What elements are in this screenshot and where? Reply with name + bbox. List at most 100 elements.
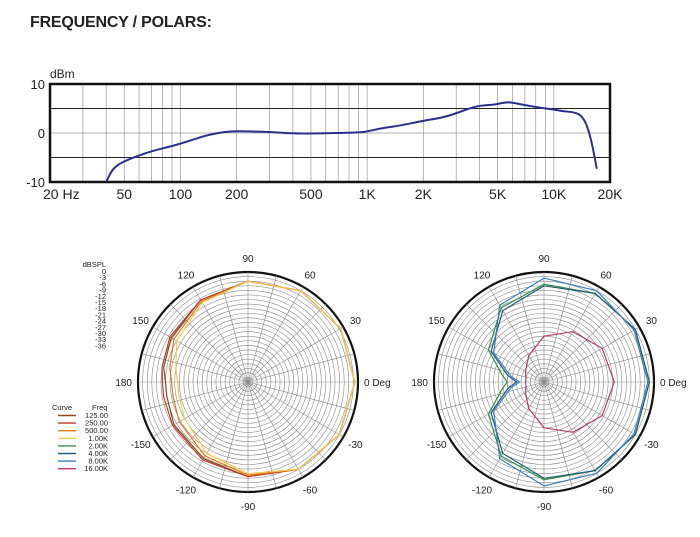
polar-angle-label: 180 xyxy=(115,378,132,389)
polar-spoke xyxy=(448,326,545,383)
legend-title-curve: Curve xyxy=(52,403,72,412)
polar-spoke xyxy=(543,381,640,438)
polar-series-curve xyxy=(490,285,650,479)
polar-spoke xyxy=(170,304,249,383)
legend-entry-label: 4.00K xyxy=(88,449,108,458)
polar-spoke xyxy=(247,381,277,489)
polar-spoke xyxy=(543,304,622,383)
polar-angle-label: -120 xyxy=(176,485,196,496)
polar-spoke xyxy=(247,381,355,411)
polar-radial-tick-label: -3 xyxy=(99,273,106,282)
polar-angle-label: 30 xyxy=(350,316,362,327)
legend-entry-label: 2.00K xyxy=(88,441,108,450)
freq-x-tick-label: 5K xyxy=(489,186,507,202)
polar-spoke xyxy=(466,304,545,383)
polar-spoke xyxy=(543,381,600,478)
freq-y-tick-label: 0 xyxy=(38,126,45,141)
freq-y-tick-label: 10 xyxy=(31,77,45,92)
polar-angle-label: -120 xyxy=(472,485,492,496)
polar-spoke xyxy=(247,381,326,460)
freq-x-tick-label: 500 xyxy=(299,186,323,202)
polar-spoke xyxy=(170,381,249,460)
polar-spoke xyxy=(515,275,545,383)
polar-angle-label: -60 xyxy=(599,485,614,496)
polar-angle-label: -150 xyxy=(427,440,447,451)
polar-left-curves xyxy=(161,280,356,478)
polar-spoke xyxy=(543,381,622,460)
polar-angle-label: 0 Deg xyxy=(660,378,687,389)
polar-angle-label: 30 xyxy=(646,316,658,327)
polar-spoke xyxy=(466,381,545,460)
freq-x-tick-label: 20 Hz xyxy=(43,186,80,202)
polar-angle-label: -30 xyxy=(348,440,363,451)
polar-spoke xyxy=(141,381,249,411)
polar-spoke xyxy=(543,353,651,383)
freq-x-tick-label: 50 xyxy=(116,186,132,202)
polar-radial-tick-label: -30 xyxy=(95,329,106,338)
polar-spoke xyxy=(543,381,573,489)
freq-x-tick-label: 20K xyxy=(598,186,624,202)
polar-angle-label: 60 xyxy=(304,271,316,282)
legend-entry-label: 1.00K xyxy=(88,434,108,443)
polar-series-curve xyxy=(493,277,649,487)
polar-spoke xyxy=(543,326,640,383)
polar-radial-tick-label: -33 xyxy=(95,335,106,344)
polar-spoke xyxy=(192,381,249,478)
legend-title-freq: Freq xyxy=(92,403,107,412)
freq-x-tick-label: 1K xyxy=(359,186,377,202)
freq-response-line xyxy=(105,101,598,183)
legend-entry-label: 125.00 xyxy=(85,411,108,420)
polar-angle-label: 150 xyxy=(132,316,149,327)
freq-frame xyxy=(48,82,612,184)
polar-angle-label: 150 xyxy=(428,316,445,327)
polar-spoke xyxy=(543,286,600,383)
polar-angle-label: 0 Deg xyxy=(364,378,391,389)
polar-radial-tick-label: -27 xyxy=(95,323,106,332)
polar-radial-tick-label: -36 xyxy=(95,341,106,350)
page-title: FREQUENCY / POLARS: xyxy=(30,14,212,31)
polar-series-curve xyxy=(524,331,615,433)
polar-angle-label: 60 xyxy=(600,271,612,282)
polar-chart-left: 0 Deg 30 60 90 120 150 180 -150 -120 -90 -60 -30 xyxy=(115,254,390,513)
freq-y-axis-label: dBm xyxy=(50,67,75,81)
polar-spoke xyxy=(247,353,355,383)
polar-radial-tick-label: -6 xyxy=(99,279,106,288)
polar-spoke xyxy=(448,381,545,438)
polar-spoke xyxy=(247,275,277,383)
freq-x-tick-label: 100 xyxy=(169,186,193,202)
polar-spoke xyxy=(247,381,344,438)
freq-x-tick-label: 2K xyxy=(415,186,433,202)
legend-entry-label: 250.00 xyxy=(85,419,108,428)
polar-radial-tick-label: -12 xyxy=(95,292,106,301)
polar-radial-unit: dBSPL xyxy=(83,260,106,269)
polar-spoke xyxy=(247,381,304,478)
legend-entry-label: 16.00K xyxy=(84,464,108,473)
polar-radial-tick-label: -24 xyxy=(95,317,106,326)
freq-y-tick-label: -10 xyxy=(26,175,45,190)
polar-radial-tick-label: -15 xyxy=(95,298,106,307)
polar-spoke xyxy=(219,381,249,489)
polar-spoke xyxy=(488,381,545,478)
polar-angle-label: 180 xyxy=(411,378,428,389)
polar-spoke xyxy=(152,326,249,383)
polar-right-curves xyxy=(487,277,650,487)
legend-entry-label: 8.00K xyxy=(88,457,108,466)
polar-radial-tick-label: -18 xyxy=(95,304,106,313)
polar-angle-label: -90 xyxy=(537,502,552,513)
polar-spoke xyxy=(152,381,249,438)
polar-spoke xyxy=(247,286,304,383)
polar-angle-label: -150 xyxy=(131,440,151,451)
polar-angle-label: 120 xyxy=(474,271,491,282)
freq-x-tick-label: 10K xyxy=(541,186,567,202)
polar-spoke xyxy=(247,304,326,383)
polar-series-curve xyxy=(175,280,356,475)
polar-spoke xyxy=(488,286,545,383)
legend-entry-label: 500.00 xyxy=(85,426,108,435)
polar-chart-right: 0 Deg 30 60 90 120 150 180 -150 -120 -90 -60 -30 xyxy=(411,254,686,513)
polar-angle-label: -30 xyxy=(644,440,659,451)
polar-angle-label: -60 xyxy=(303,485,318,496)
polar-radial-tick-label: -9 xyxy=(99,286,106,295)
polar-spoke xyxy=(543,275,573,383)
